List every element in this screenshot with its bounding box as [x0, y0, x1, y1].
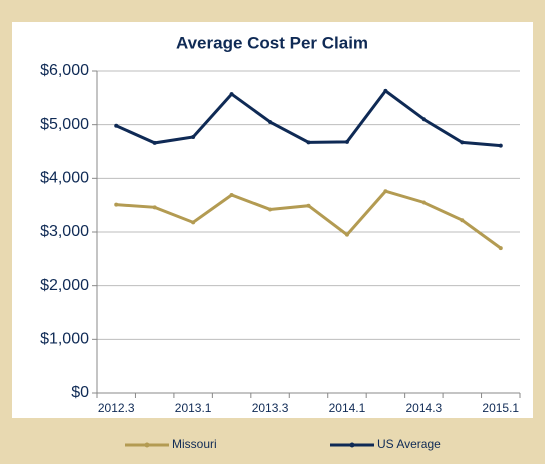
- legend-marker: [349, 442, 355, 448]
- point: [498, 246, 503, 251]
- point: [498, 143, 503, 148]
- y-tick-label: $1,000: [40, 331, 89, 348]
- legend-marker: [144, 442, 150, 448]
- y-tick-label: $0: [71, 384, 89, 401]
- y-tick-label: $3,000: [40, 223, 89, 240]
- y-tick-label: $5,000: [40, 116, 89, 133]
- legend-label: US Average: [377, 437, 441, 451]
- y-tick-label: $6,000: [40, 62, 89, 79]
- legend-label: Missouri: [172, 437, 217, 451]
- point: [229, 192, 234, 197]
- plot-panel: [12, 22, 533, 418]
- point: [306, 140, 311, 145]
- point: [421, 200, 426, 205]
- point: [344, 232, 349, 237]
- point: [191, 135, 196, 140]
- chart-title: Average Cost Per Claim: [176, 33, 368, 52]
- point: [421, 117, 426, 122]
- x-tick-label: 2013.1: [175, 401, 212, 415]
- point: [306, 203, 311, 208]
- point: [460, 218, 465, 223]
- x-tick-label: 2012.3: [98, 401, 135, 415]
- point: [191, 220, 196, 225]
- x-tick-label: 2015.1: [482, 401, 519, 415]
- point: [114, 123, 119, 128]
- y-tick-label: $2,000: [40, 277, 89, 294]
- point: [152, 205, 157, 210]
- x-tick-label: 2013.3: [252, 401, 289, 415]
- point: [268, 207, 273, 212]
- point: [344, 139, 349, 144]
- point: [229, 92, 234, 97]
- x-tick-label: 2014.3: [406, 401, 443, 415]
- y-tick-label: $4,000: [40, 170, 89, 187]
- point: [114, 202, 119, 207]
- x-tick-label: 2014.1: [329, 401, 366, 415]
- point: [268, 119, 273, 124]
- point: [460, 140, 465, 145]
- point: [383, 189, 388, 194]
- point: [383, 88, 388, 93]
- point: [152, 140, 157, 145]
